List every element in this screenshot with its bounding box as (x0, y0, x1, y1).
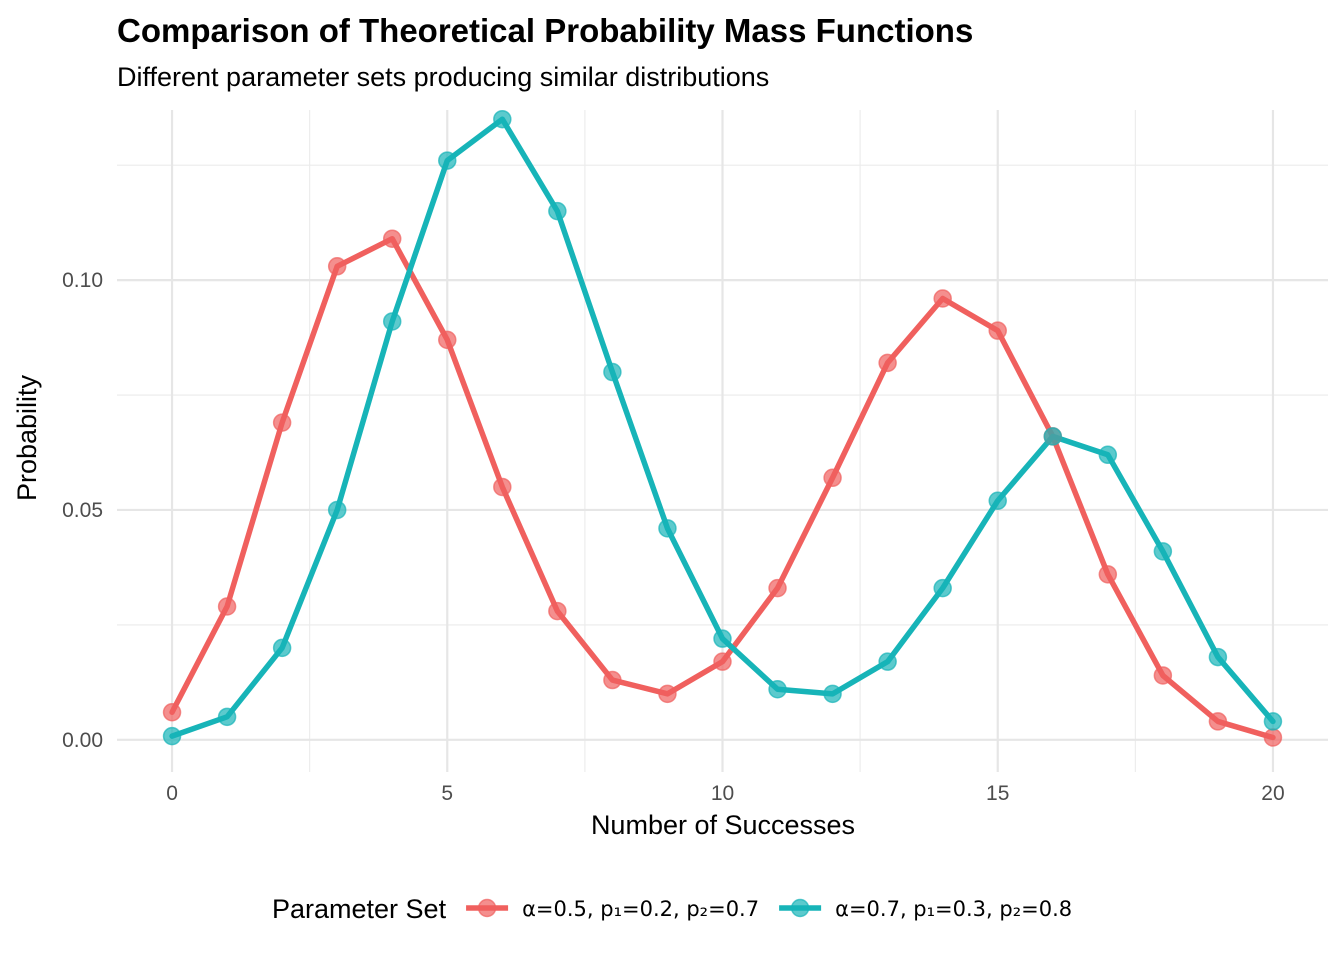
y-axis-title: Probability (12, 374, 42, 501)
series-2-point (878, 652, 897, 671)
series-2-point (1043, 427, 1063, 446)
x-tick-label: 5 (441, 782, 453, 805)
series-1-point (933, 289, 952, 308)
series-1-point (658, 684, 677, 704)
legend-items: α=0.5, p₁=0.2, p₂=0.7 α=0.7, p₁=0.3, p₂=0… (466, 897, 1072, 921)
series-1-point (1263, 728, 1283, 747)
x-tick-label: 10 (711, 782, 734, 805)
series-2-point (988, 491, 1007, 511)
series-1-point (713, 652, 732, 671)
series-2-point (1208, 647, 1228, 667)
series-1-point (217, 597, 237, 616)
series-2-point (382, 312, 402, 331)
grid-major (117, 110, 1328, 772)
series-1-point (768, 578, 787, 598)
series-1-point (1098, 565, 1118, 584)
series-1-point (438, 330, 457, 350)
series-2-point (1263, 712, 1283, 731)
series-1-point (603, 670, 622, 690)
series-1-point (823, 468, 842, 488)
series-1-point (272, 413, 292, 432)
series-2-point (217, 707, 237, 727)
legend-label-2: α=0.7, p₁=0.3, p₂=0.8 (835, 897, 1072, 921)
series-2-point (713, 629, 732, 648)
x-axis-ticks: 0 5 10 15 20 (166, 782, 1284, 805)
series-2-point (768, 680, 787, 699)
series-1-point (162, 702, 182, 722)
legend-key-point-1 (477, 898, 497, 918)
series-2-point (438, 151, 457, 170)
series-2-point (1098, 445, 1118, 465)
series-1-point (1208, 712, 1228, 731)
series-2-point (272, 638, 292, 658)
series-1-point (382, 229, 402, 248)
x-tick-label: 0 (166, 782, 178, 805)
legend-label-1: α=0.5, p₁=0.2, p₂=0.7 (522, 897, 759, 921)
chart-subtitle: Different parameter sets producing simil… (117, 62, 769, 92)
series-1-point (493, 477, 512, 497)
legend: Parameter Set α=0.5, p₁=0.2, p₂=0.7 α=0.7… (272, 894, 1072, 924)
series-2-point (933, 578, 952, 598)
x-tick-label: 20 (1261, 782, 1284, 805)
legend-title: Parameter Set (272, 894, 447, 924)
series-2-point (548, 201, 567, 221)
series-2-point (603, 362, 622, 382)
series-layer (162, 109, 1283, 747)
series-2-point (823, 684, 842, 704)
chart-title: Comparison of Theoretical Probability Ma… (117, 12, 973, 49)
x-tick-label: 15 (986, 782, 1009, 805)
series-2-point (162, 726, 182, 746)
y-tick-label: 0.05 (62, 499, 103, 522)
y-tick-label: 0.00 (62, 729, 103, 752)
series-1-point (988, 321, 1007, 340)
series-2-point (493, 109, 512, 129)
series-1-point (327, 257, 347, 276)
series-2-point (658, 519, 677, 538)
series-1-point (548, 601, 567, 621)
series-1-point (1153, 666, 1173, 685)
legend-key-point-2 (790, 898, 810, 918)
series-2-point (1153, 542, 1173, 561)
y-tick-label: 0.10 (62, 269, 103, 292)
series-1-point (878, 353, 897, 373)
x-axis-title: Number of Successes (591, 810, 855, 840)
y-axis-ticks: 0.00 0.05 0.10 (62, 269, 103, 752)
series-2-point (327, 500, 347, 520)
